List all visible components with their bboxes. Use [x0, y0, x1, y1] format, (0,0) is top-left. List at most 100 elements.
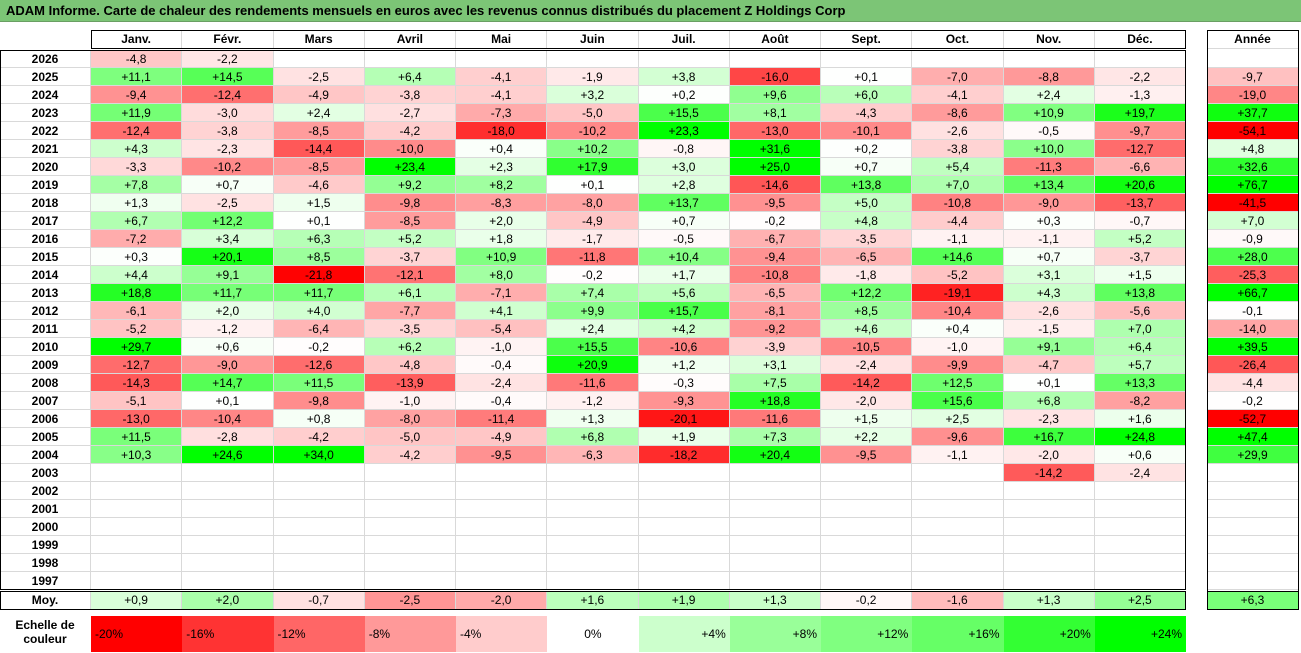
heatmap-cell: +5,2 [1094, 230, 1186, 248]
heatmap-cell: -10,2 [547, 122, 639, 140]
year-label: 2012 [0, 302, 91, 320]
heatmap-cell: +3,0 [638, 158, 730, 176]
heatmap-cell: +29,7 [91, 338, 183, 356]
heatmap-cell: -6,1 [91, 302, 183, 320]
heatmap-cell [364, 518, 456, 536]
annual-cell: -4,4 [1207, 374, 1299, 392]
annual-cell: -9,7 [1207, 68, 1299, 86]
heatmap-cell [1003, 482, 1095, 500]
heatmap-cell: -10,6 [638, 338, 730, 356]
annual-cell: +76,7 [1207, 176, 1299, 194]
heatmap-cell: -1,7 [547, 230, 639, 248]
heatmap-cell [273, 464, 365, 482]
heatmap-cell [91, 554, 183, 572]
heatmap-cell: +15,6 [912, 392, 1004, 410]
average-cell: -1,6 [912, 591, 1004, 610]
heatmap-cell: +24,6 [182, 446, 274, 464]
annual-cell [1207, 500, 1299, 518]
heatmap-cell: +1,5 [273, 194, 365, 212]
heatmap-cell [456, 536, 548, 554]
heatmap-cell: +9,2 [364, 176, 456, 194]
heatmap-cell: -11,6 [547, 374, 639, 392]
heatmap-cell: +4,1 [456, 302, 548, 320]
heatmap-cell: +11,7 [273, 284, 365, 302]
heatmap-cell: +10,3 [91, 446, 183, 464]
heatmap-cell: -8,2 [1094, 392, 1186, 410]
heatmap-cell: +10,0 [1003, 140, 1095, 158]
heatmap-cell: -9,6 [912, 428, 1004, 446]
heatmap-cell: -8,5 [364, 212, 456, 230]
heatmap-cell: +2,4 [1003, 86, 1095, 104]
heatmap-cell: +7,4 [547, 284, 639, 302]
heatmap-cell: +8,5 [273, 248, 365, 266]
heatmap-cell: -8,8 [1003, 68, 1095, 86]
month-header: Août [729, 30, 821, 49]
month-header: Avril [364, 30, 456, 49]
heatmap-cell: +6,4 [364, 68, 456, 86]
heatmap-cell: -12,4 [182, 86, 274, 104]
year-label: 2022 [0, 122, 91, 140]
heatmap-cell: -4,9 [273, 86, 365, 104]
month-header: Oct. [912, 30, 1004, 49]
heatmap-cell: -10,1 [821, 122, 913, 140]
heatmap-cell [547, 50, 639, 68]
heatmap-cell: +1,3 [91, 194, 183, 212]
heatmap-cell: -20,1 [638, 410, 730, 428]
heatmap-cell: +12,2 [182, 212, 274, 230]
heatmap-cell: -14,3 [91, 374, 183, 392]
heatmap-cell: -0,3 [638, 374, 730, 392]
heatmap-cell: +1,8 [456, 230, 548, 248]
heatmap-cell: -9,4 [91, 86, 183, 104]
year-label: 2014 [0, 266, 91, 284]
color-scale-stop: -8% [364, 616, 456, 652]
heatmap-cell: -1,1 [1003, 230, 1095, 248]
heatmap-cell: +3,8 [638, 68, 730, 86]
heatmap-cell: -5,0 [547, 104, 639, 122]
heatmap-cell: +11,1 [91, 68, 183, 86]
color-scale-stop: +8% [729, 616, 821, 652]
average-label: Moy. [0, 591, 91, 610]
heatmap-cell [182, 554, 274, 572]
month-header: Nov. [1003, 30, 1095, 49]
heatmap-cell: +6,8 [547, 428, 639, 446]
color-scale-stop: +4% [638, 616, 730, 652]
annual-cell: +39,5 [1207, 338, 1299, 356]
heatmap-cell [91, 572, 183, 590]
heatmap-cell: +10,2 [547, 140, 639, 158]
heatmap-cell: +0,1 [182, 392, 274, 410]
heatmap-cell: -4,8 [364, 356, 456, 374]
heatmap-cell: -9,0 [182, 356, 274, 374]
heatmap-cell: +5,0 [821, 194, 913, 212]
heatmap-cell: -0,4 [456, 356, 548, 374]
heatmap-cell: -8,6 [912, 104, 1004, 122]
heatmap-cell: +14,6 [912, 248, 1004, 266]
year-label: 2006 [0, 410, 91, 428]
year-label: 1998 [0, 554, 91, 572]
heatmap-cell [182, 536, 274, 554]
heatmap-cell: -9,8 [273, 392, 365, 410]
heatmap-cell: -2,3 [182, 140, 274, 158]
heatmap-cell: -9,3 [638, 392, 730, 410]
heatmap-cell: +14,5 [182, 68, 274, 86]
average-cell: -2,0 [456, 591, 548, 610]
heatmap-cell: +9,6 [729, 86, 821, 104]
heatmap-cell: +4,3 [1003, 284, 1095, 302]
heatmap-cell: +13,8 [1094, 284, 1186, 302]
heatmap-cell: +11,5 [273, 374, 365, 392]
heatmap-cell: +0,7 [182, 176, 274, 194]
year-label: 2003 [0, 464, 91, 482]
heatmap-cell: -6,5 [821, 248, 913, 266]
heatmap-cell: +11,7 [182, 284, 274, 302]
heatmap-cell [456, 50, 548, 68]
heatmap-cell: -0,2 [547, 266, 639, 284]
heatmap-cell: +17,9 [547, 158, 639, 176]
heatmap-cell: -4,2 [364, 122, 456, 140]
heatmap-cell [638, 482, 730, 500]
heatmap-cell: -13,7 [1094, 194, 1186, 212]
heatmap-cell [1003, 554, 1095, 572]
heatmap-cell: -8,1 [729, 302, 821, 320]
heatmap-cell: +4,2 [638, 320, 730, 338]
heatmap-cell: +5,4 [912, 158, 1004, 176]
heatmap-cell: -9,7 [1094, 122, 1186, 140]
annual-cell: -54,1 [1207, 122, 1299, 140]
